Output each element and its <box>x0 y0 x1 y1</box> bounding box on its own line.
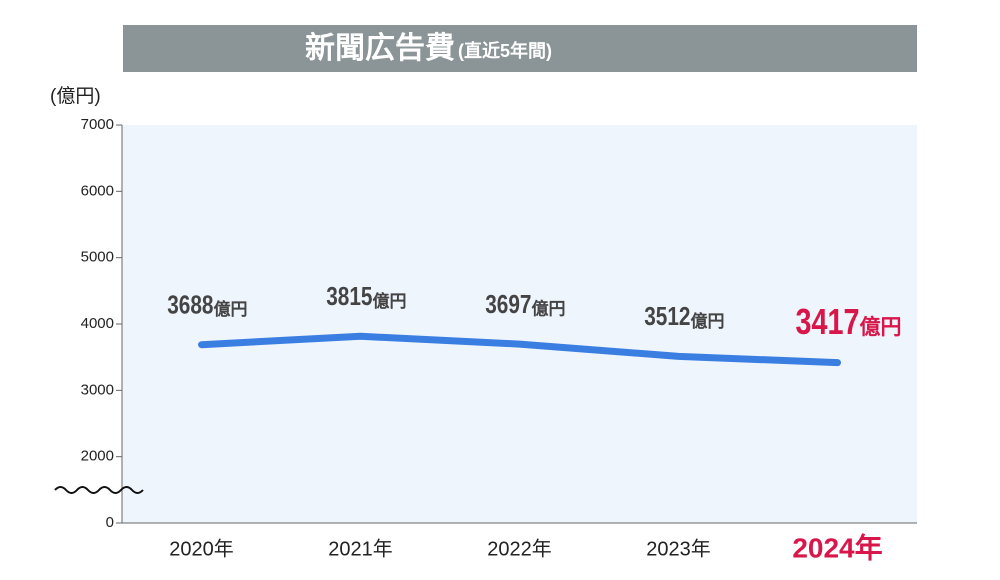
y-tick-label: 2000 <box>81 448 114 465</box>
data-label-unit: 億円 <box>860 315 902 339</box>
data-label: 3815 <box>326 282 372 311</box>
x-tick-label: 2021年 <box>328 537 393 560</box>
data-label: 3417 <box>795 301 859 342</box>
x-tick-label: 2024年 <box>792 531 882 563</box>
y-axis-label: (億円) <box>50 85 101 107</box>
line <box>198 332 841 367</box>
data-label: 3688 <box>167 290 213 319</box>
plot-area <box>122 125 917 523</box>
data-label-unit: 億円 <box>532 299 566 319</box>
data-label: 3697 <box>485 290 531 319</box>
x-tick-label: 2020年 <box>169 537 234 560</box>
chart-subtitle: (直近5年間) <box>458 40 552 61</box>
x-tick-label: 2023年 <box>646 537 711 560</box>
axis-break <box>54 486 144 494</box>
y-tick-label: 6000 <box>81 182 114 199</box>
data-label-unit: 億円 <box>373 291 407 311</box>
y-tick-label: 4000 <box>81 315 114 332</box>
title-bar <box>123 25 917 72</box>
y-tick-label: 5000 <box>81 249 114 266</box>
y-tick-label: 3000 <box>81 381 114 398</box>
x-tick-label: 2022年 <box>487 537 552 560</box>
data-label-unit: 億円 <box>214 299 248 319</box>
y-tick-label: 0 <box>106 514 114 531</box>
data-label-unit: 億円 <box>691 311 725 331</box>
chart-title: 新聞広告費 <box>305 32 455 65</box>
y-tick-label: 7000 <box>81 116 114 133</box>
data-label: 3512 <box>644 302 690 331</box>
